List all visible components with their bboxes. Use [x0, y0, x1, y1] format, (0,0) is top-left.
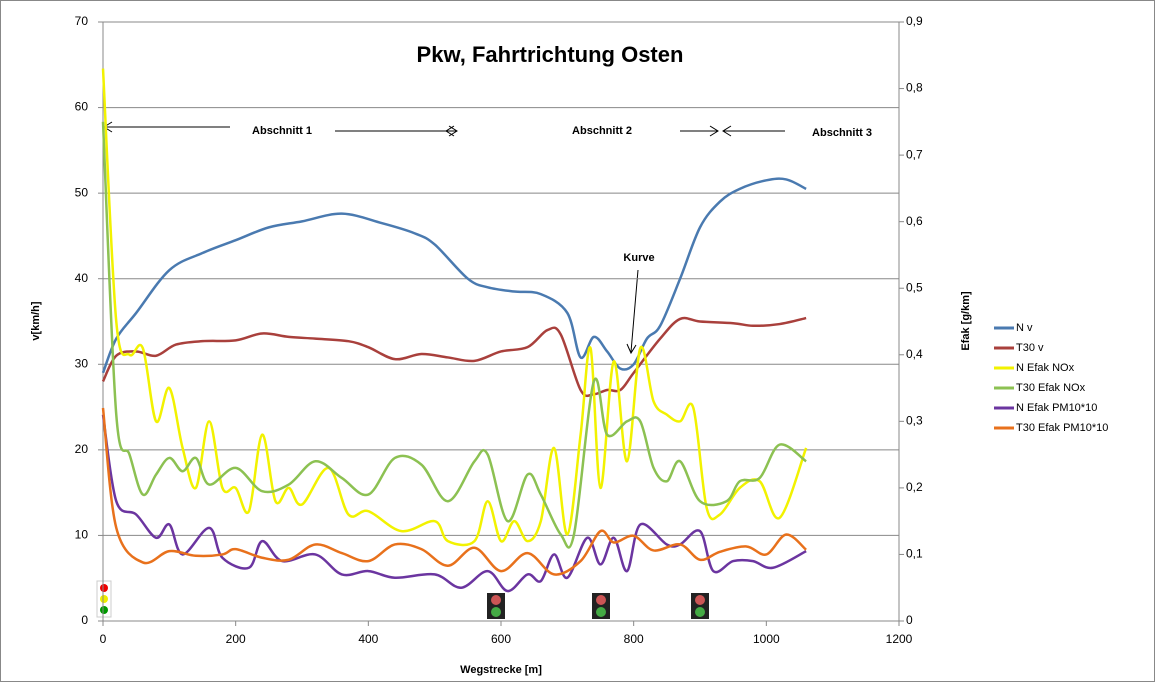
x-axis-title: Wegstrecke [m] [460, 664, 542, 676]
y2-tick-label: 0,2 [906, 480, 923, 494]
y-tick-label: 10 [75, 528, 89, 542]
y-tick-label: 20 [75, 442, 89, 456]
chart-title: Pkw, Fahrtrichtung Osten [417, 42, 684, 67]
annotation: Kurve [623, 252, 654, 264]
line-series [101, 407, 807, 576]
x-tick-label: 0 [100, 632, 107, 646]
y-tick-label: 50 [75, 185, 89, 199]
line-series [101, 121, 807, 549]
legend-label: T30 Efak PM10*10 [1016, 422, 1108, 434]
line-series [101, 316, 807, 398]
x-tick-label: 1000 [753, 632, 780, 646]
y2-tick-label: 0,5 [906, 280, 923, 294]
y2-tick-label: 0,3 [906, 414, 923, 428]
traffic-lights [96, 580, 709, 619]
legend-label: T30 Efak NOx [1016, 382, 1086, 394]
annotation: Abschnitt 1 [252, 125, 312, 137]
y-tick-label: 40 [75, 271, 89, 285]
y2-tick-label: 0,6 [906, 214, 923, 228]
y-tick-label: 70 [75, 14, 89, 28]
x-tick-label: 1200 [886, 632, 913, 646]
y2-tick-label: 0,1 [906, 547, 923, 561]
legend-label: N Efak PM10*10 [1016, 402, 1097, 414]
y2-tick-label: 0,7 [906, 147, 923, 161]
x-tick-label: 600 [491, 632, 511, 646]
y-axis-title: v[km/h] [30, 301, 42, 340]
y2-tick-label: 0,4 [906, 347, 923, 361]
x-tick-label: 800 [624, 632, 644, 646]
y-tick-label: 30 [75, 356, 89, 370]
y2-tick-label: 0,8 [906, 81, 923, 95]
y2-tick-label: 0,9 [906, 14, 923, 28]
annotation: Abschnitt 3 [812, 127, 872, 139]
line-series [101, 177, 807, 374]
y2-axis-title: Efak [g/km] [960, 291, 972, 351]
annotation: Abschnitt 2 [572, 125, 632, 137]
legend-label: T30 v [1016, 342, 1044, 354]
x-tick-label: 400 [358, 632, 378, 646]
legend-label: N Efak NOx [1016, 362, 1075, 374]
line-series [101, 68, 808, 547]
y-tick-label: 60 [75, 100, 89, 114]
legend-label: N v [1016, 322, 1033, 334]
x-tick-label: 200 [226, 632, 246, 646]
annotation-arrows [103, 121, 785, 355]
y2-tick-label: 0 [906, 613, 913, 627]
y-tick-label: 0 [81, 613, 88, 627]
